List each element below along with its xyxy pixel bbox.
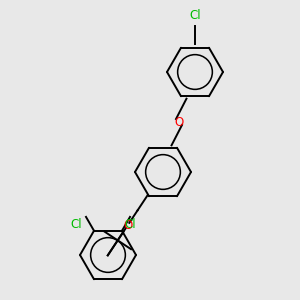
Text: O: O [174,116,184,128]
Text: Cl: Cl [124,218,136,231]
Text: Cl: Cl [189,9,201,22]
Text: O: O [123,219,132,232]
Text: Cl: Cl [70,218,82,231]
